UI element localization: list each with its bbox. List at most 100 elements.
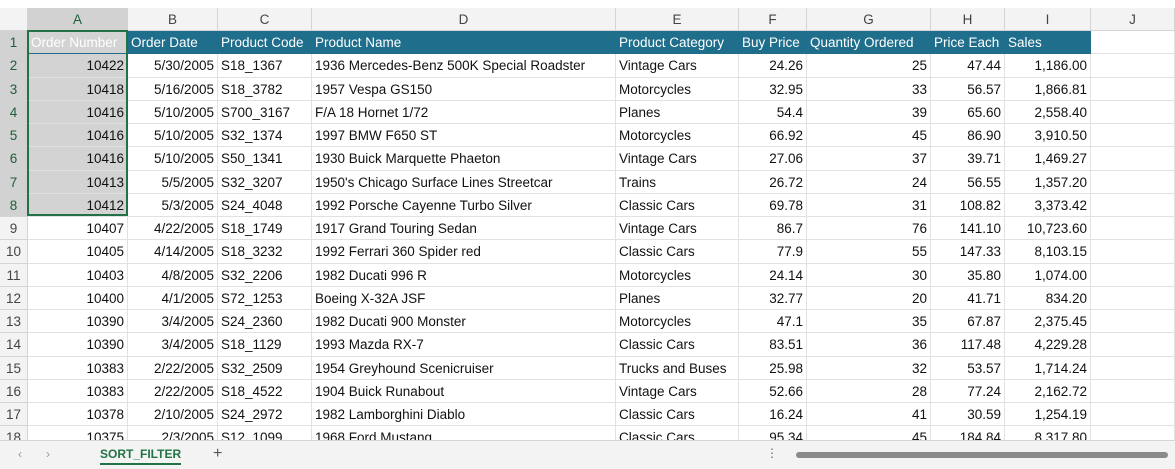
cell[interactable]: 1,714.24 <box>1005 356 1091 380</box>
cell[interactable]: 25 <box>807 54 931 78</box>
cell[interactable]: 1993 Mazda RX-7 <box>312 333 616 357</box>
header-cell[interactable]: Product Name <box>312 31 616 55</box>
column-header[interactable]: G <box>807 8 931 31</box>
cell[interactable] <box>1091 403 1175 427</box>
cell[interactable]: Classic Cars <box>616 193 739 217</box>
cell[interactable]: 54.4 <box>739 100 807 124</box>
cell[interactable]: 31 <box>807 193 931 217</box>
cell[interactable]: 55 <box>807 240 931 264</box>
cell[interactable]: 41 <box>807 403 931 427</box>
cell[interactable]: 108.82 <box>931 193 1005 217</box>
cell[interactable]: 1992 Ferrari 360 Spider red <box>312 240 616 264</box>
sheet-tab[interactable]: SORT_FILTER <box>100 447 182 465</box>
cell[interactable]: 5/3/2005 <box>128 193 218 217</box>
cell[interactable]: Vintage Cars <box>616 147 739 171</box>
cell[interactable]: Planes <box>616 286 739 310</box>
cell[interactable]: S18_1749 <box>218 217 312 241</box>
add-sheet[interactable]: + <box>213 445 223 462</box>
cell[interactable]: S12_1099 <box>218 426 312 440</box>
cell[interactable]: 26.72 <box>739 170 807 194</box>
cell[interactable]: 10403 <box>28 263 128 287</box>
row-header[interactable]: 6 <box>0 147 28 171</box>
cell[interactable]: 10378 <box>28 403 128 427</box>
cell[interactable]: 39 <box>807 100 931 124</box>
cell[interactable]: 1,186.00 <box>1005 54 1091 78</box>
select-all[interactable] <box>0 8 28 31</box>
cell[interactable]: Motorcycles <box>616 310 739 334</box>
cell[interactable]: 67.87 <box>931 310 1005 334</box>
cell[interactable]: 2/22/2005 <box>128 356 218 380</box>
row-header[interactable]: 3 <box>0 77 28 101</box>
cell[interactable]: 10422 <box>28 54 128 78</box>
cell[interactable]: 36 <box>807 333 931 357</box>
cell[interactable]: 5/30/2005 <box>128 54 218 78</box>
column-header[interactable]: I <box>1005 8 1091 31</box>
cell[interactable]: 56.55 <box>931 170 1005 194</box>
cell[interactable]: S24_2360 <box>218 310 312 334</box>
cell[interactable]: 1930 Buick Marquette Phaeton <box>312 147 616 171</box>
cell[interactable]: 95.34 <box>739 426 807 440</box>
cell[interactable]: 32 <box>807 356 931 380</box>
row-header[interactable]: 14 <box>0 333 28 357</box>
cell[interactable]: S18_4522 <box>218 379 312 403</box>
column-header[interactable]: C <box>218 8 312 31</box>
cell[interactable] <box>1091 31 1175 55</box>
row-header[interactable]: 18 <box>0 426 28 440</box>
cell[interactable]: 52.66 <box>739 379 807 403</box>
cell[interactable]: 24.26 <box>739 54 807 78</box>
cell[interactable]: S32_1374 <box>218 124 312 148</box>
tab-prev[interactable]: ‹ <box>18 447 22 461</box>
cell[interactable]: 77.9 <box>739 240 807 264</box>
cell[interactable]: 1992 Porsche Cayenne Turbo Silver <box>312 193 616 217</box>
cell[interactable] <box>1091 286 1175 310</box>
cell[interactable]: 25.98 <box>739 356 807 380</box>
header-cell[interactable]: Quantity Ordered <box>807 31 931 55</box>
cell[interactable] <box>1091 124 1175 148</box>
row-header[interactable]: 1 <box>0 31 28 55</box>
cell[interactable]: Vintage Cars <box>616 217 739 241</box>
cell[interactable]: Motorcycles <box>616 77 739 101</box>
header-cell[interactable]: Product Code <box>218 31 312 55</box>
cell[interactable]: 10390 <box>28 333 128 357</box>
cell[interactable]: 83.51 <box>739 333 807 357</box>
row-header[interactable]: 5 <box>0 124 28 148</box>
cell[interactable]: Vintage Cars <box>616 379 739 403</box>
cell[interactable]: S32_2206 <box>218 263 312 287</box>
cell[interactable] <box>1091 310 1175 334</box>
cell[interactable]: 16.24 <box>739 403 807 427</box>
cell[interactable] <box>1091 170 1175 194</box>
cell[interactable]: 10383 <box>28 379 128 403</box>
row-header[interactable]: 7 <box>0 170 28 194</box>
cell[interactable]: 1917 Grand Touring Sedan <box>312 217 616 241</box>
row-header[interactable]: 9 <box>0 217 28 241</box>
cell[interactable]: 5/5/2005 <box>128 170 218 194</box>
column-header[interactable]: E <box>616 8 739 31</box>
tab-next[interactable]: › <box>46 447 50 461</box>
cell[interactable] <box>1091 54 1175 78</box>
cell[interactable]: S700_3167 <box>218 100 312 124</box>
cell[interactable]: Classic Cars <box>616 426 739 440</box>
cell[interactable]: 10,723.60 <box>1005 217 1091 241</box>
header-cell[interactable]: Order Number <box>28 31 128 55</box>
cell[interactable] <box>1091 217 1175 241</box>
cell[interactable]: 1957 Vespa GS150 <box>312 77 616 101</box>
cell[interactable]: 1,254.19 <box>1005 403 1091 427</box>
cell[interactable]: 4/8/2005 <box>128 263 218 287</box>
cell[interactable] <box>1091 333 1175 357</box>
header-cell[interactable]: Product Category <box>616 31 739 55</box>
cell[interactable]: 30 <box>807 263 931 287</box>
cell[interactable] <box>1091 100 1175 124</box>
cell[interactable]: 5/10/2005 <box>128 147 218 171</box>
cell[interactable]: 10416 <box>28 124 128 148</box>
cell[interactable]: S18_3232 <box>218 240 312 264</box>
cell[interactable]: 10390 <box>28 310 128 334</box>
cell[interactable]: 35.80 <box>931 263 1005 287</box>
header-cell[interactable]: Buy Price <box>739 31 807 55</box>
cell[interactable]: 45 <box>807 426 931 440</box>
cell[interactable] <box>1091 193 1175 217</box>
cell[interactable]: 2/3/2005 <box>128 426 218 440</box>
cell[interactable] <box>1091 77 1175 101</box>
cell[interactable]: 30.59 <box>931 403 1005 427</box>
cell[interactable]: 2,375.45 <box>1005 310 1091 334</box>
cell[interactable]: 1,469.27 <box>1005 147 1091 171</box>
